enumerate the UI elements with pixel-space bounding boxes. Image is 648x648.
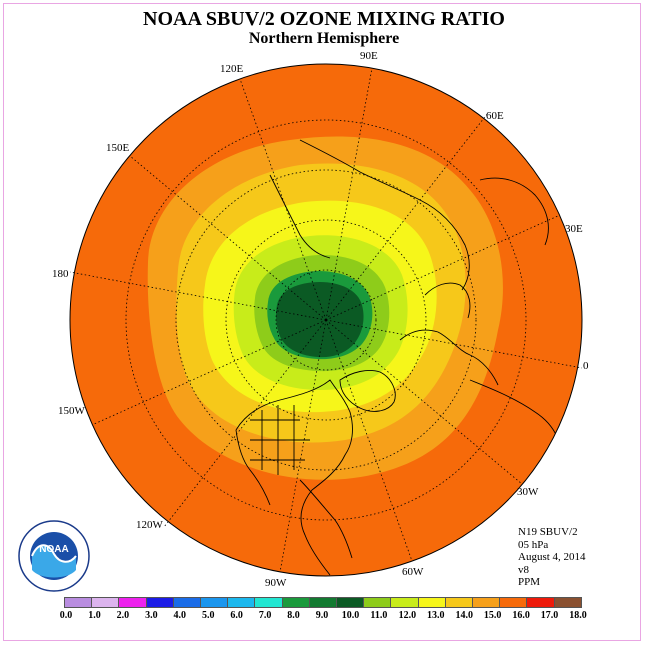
meridian-0 [325,319,583,369]
info-panel: N19 SBUV/2 05 hPa August 4, 2014 v8 PPM [518,526,586,589]
logo-text: NOAA [39,544,68,555]
colorbar-tick-label: 3.0 [145,610,158,621]
colorbar-swatch [418,598,446,607]
colorbar-tick-label: 4.0 [173,610,187,621]
meridian-30w [325,319,523,485]
lat-circle-40 [175,169,477,471]
lon-label-60w: 60W [402,566,424,578]
lon-label-120w: 120W [136,519,163,531]
graticule [69,67,583,573]
colorbar-swatch [92,598,120,607]
lat-circle-20 [125,119,527,521]
info-version: v8 [518,563,529,576]
lon-label-90e: 90E [360,50,378,62]
page-title: NOAA SBUV/2 OZONE MIXING RATIO [143,8,505,30]
lon-label-150e: 150E [106,142,130,154]
contour-core [276,282,364,358]
colorbar-tick-label: 11.0 [370,610,388,621]
colorbar-swatch [228,598,256,607]
meridian-90e [325,67,373,321]
lon-label-150w: 150W [58,405,85,417]
colorbar-swatch [173,598,202,607]
meridian-60w [325,319,413,562]
colorbar-swatch [527,598,555,607]
lon-label-30e: 30E [565,223,583,235]
colorbar [64,597,582,608]
colorbar-tick-label: 6.0 [230,610,243,621]
colorbar-tick-label: 17.0 [540,610,559,621]
colorbar-tick-label: 15.0 [483,610,502,621]
meridian-30e [325,214,561,321]
colorbar-tick-label: 16.0 [512,610,530,621]
colorbar-swatch [445,598,474,607]
colorbar-tick-label: 7.0 [258,610,272,621]
colorbar-swatch [146,598,174,607]
greenland-coast [339,369,396,412]
colorbar-swatch [255,598,283,607]
colorbar-swatch [391,598,419,607]
colorbar-tick-label: 9.0 [315,610,329,621]
info-units: PPM [518,576,541,588]
colorbar-swatch [473,598,501,607]
lat-circle-60 [225,219,427,421]
colorbar-tick-label: 5.0 [201,610,215,621]
meridian-150w [91,319,327,426]
lon-label-180: 180 [52,268,69,280]
lon-label-60e: 60E [486,110,504,122]
ozone-field [70,64,582,576]
colorbar-swatch [554,598,581,607]
colorbar-ticks: 0.0 1.0 2.0 3.0 4.0 5.0 6.0 7.0 8.0 9.0 10.0 11.0 12… [0,610,648,624]
colorbar-swatch [119,598,147,607]
meridian-150e [129,155,327,321]
info-satellite: N19 SBUV/2 [518,526,578,538]
colorbar-tick-label: 14.0 [455,610,473,621]
noaa-logo: NOAA [18,520,90,592]
colorbar-swatch [309,598,338,607]
colorbar-tick-label: 18.0 [569,610,587,621]
colorbar-tick-label: 12.0 [398,610,417,621]
north-america-coast [235,379,353,576]
arabia-coast [479,177,549,246]
colorbar-swatch [500,598,528,607]
colorbar-swatch [364,598,392,607]
lon-label-30w: 30W [517,486,539,498]
meridian-120e [239,78,327,321]
lon-label-90w: 90W [265,577,287,589]
lon-label-120e: 120E [220,63,244,75]
lon-label-0: 0 [583,360,589,372]
meridian-180 [69,271,327,321]
usa-grid-east [250,405,310,475]
map-border [69,63,583,577]
europe-coast [399,282,499,386]
colorbar-swatch [282,598,310,607]
colorbar-swatch [201,598,229,607]
colorbar-tick-label: 13.0 [427,610,445,621]
meridian-90w [279,319,327,573]
colorbar-tick-label: 10.0 [341,610,360,621]
colorbar-tick-label: 8.0 [287,610,300,621]
info-level: 05 hPa [518,538,549,551]
colorbar-tick-label: 1.0 [88,610,101,621]
info-date: August 4, 2014 [518,551,586,563]
page-subtitle: Northern Hemisphere [248,30,400,47]
lat-circle-inner [275,269,377,371]
colorbar-tick-label: 2.0 [116,610,130,621]
image-frame [3,3,641,641]
colorbar-swatch [65,598,93,607]
colorbar-tick-label: 0.0 [59,610,73,621]
colorbar-swatch [337,598,365,607]
